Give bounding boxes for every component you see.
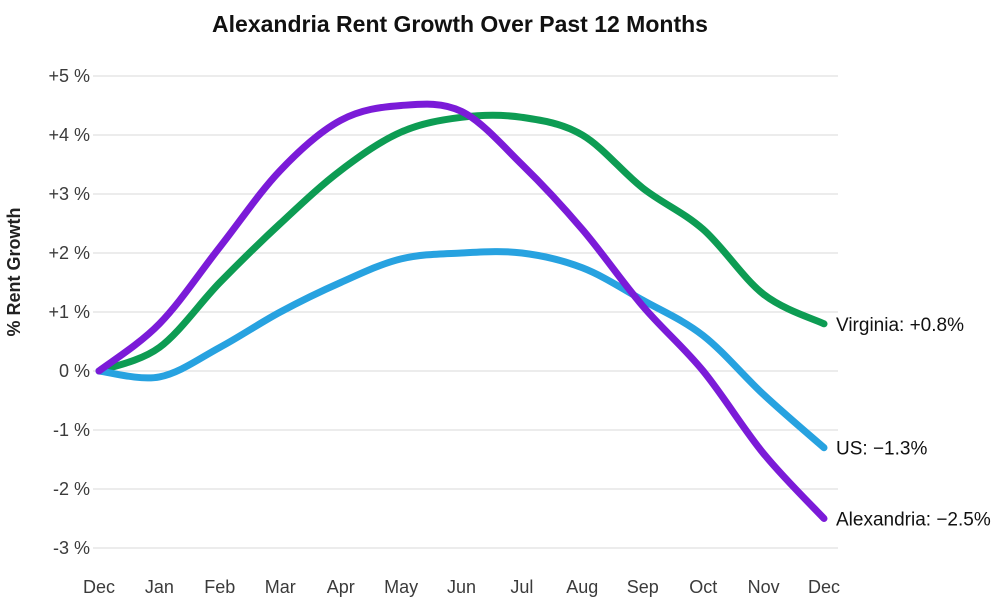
x-axis-label: Apr (327, 577, 355, 597)
y-tick-label: +3 % (48, 184, 90, 204)
x-axis-label: May (384, 577, 418, 597)
y-axis-title: % Rent Growth (4, 208, 24, 337)
x-axis-label: Dec (83, 577, 115, 597)
series-lines (95, 100, 828, 522)
y-tick-label: +2 % (48, 243, 90, 263)
series-end-label-virginia: Virginia: +0.8% (836, 315, 964, 336)
y-tick-label: 0 % (59, 361, 90, 381)
series-line-alexandria (95, 100, 828, 522)
series-line-virginia (95, 111, 828, 375)
x-axis-labels: Dec Jan Feb Mar Apr May Jun Jul Aug Sep Oct Nov Dec (83, 577, 840, 597)
x-axis-label: Dec (808, 577, 840, 597)
y-tick-label: +4 % (48, 125, 90, 145)
series-line-us (95, 248, 828, 452)
y-tick-label: -3 % (53, 538, 90, 558)
y-axis-tick-labels: +5 % +4 % +3 % +2 % +1 % 0 % -1 % -2 % -3 % (48, 66, 90, 558)
series-end-label-us: US: −1.3% (836, 439, 927, 460)
y-tick-label: -2 % (53, 479, 90, 499)
x-axis-label: Oct (689, 577, 717, 597)
x-axis-label: Feb (204, 577, 235, 597)
x-axis-label: Mar (265, 577, 296, 597)
y-tick-label: +1 % (48, 302, 90, 322)
gridlines (93, 75, 838, 549)
x-axis-label: Jun (447, 577, 476, 597)
y-tick-label: -1 % (53, 420, 90, 440)
x-axis-label: Aug (566, 577, 598, 597)
y-tick-label: +5 % (48, 66, 90, 86)
series-end-labels: Alexandria: −2.5% Virginia: +0.8% US: −1.3… (836, 315, 991, 531)
x-axis-label: Sep (627, 577, 659, 597)
x-axis-label: Jan (145, 577, 174, 597)
x-axis-label: Jul (510, 577, 533, 597)
x-axis-label: Nov (748, 577, 780, 597)
chart-title: Alexandria Rent Growth Over Past 12 Mont… (212, 11, 708, 37)
series-end-label-alexandria: Alexandria: −2.5% (836, 510, 991, 531)
